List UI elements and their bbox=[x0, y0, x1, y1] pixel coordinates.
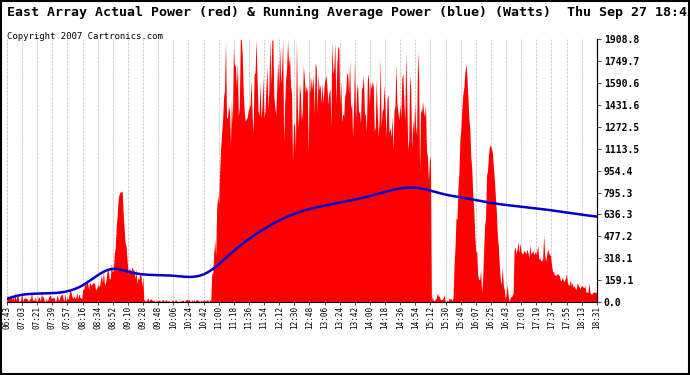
Text: East Array Actual Power (red) & Running Average Power (blue) (Watts)  Thu Sep 27: East Array Actual Power (red) & Running … bbox=[7, 6, 690, 19]
Text: Copyright 2007 Cartronics.com: Copyright 2007 Cartronics.com bbox=[7, 32, 163, 41]
